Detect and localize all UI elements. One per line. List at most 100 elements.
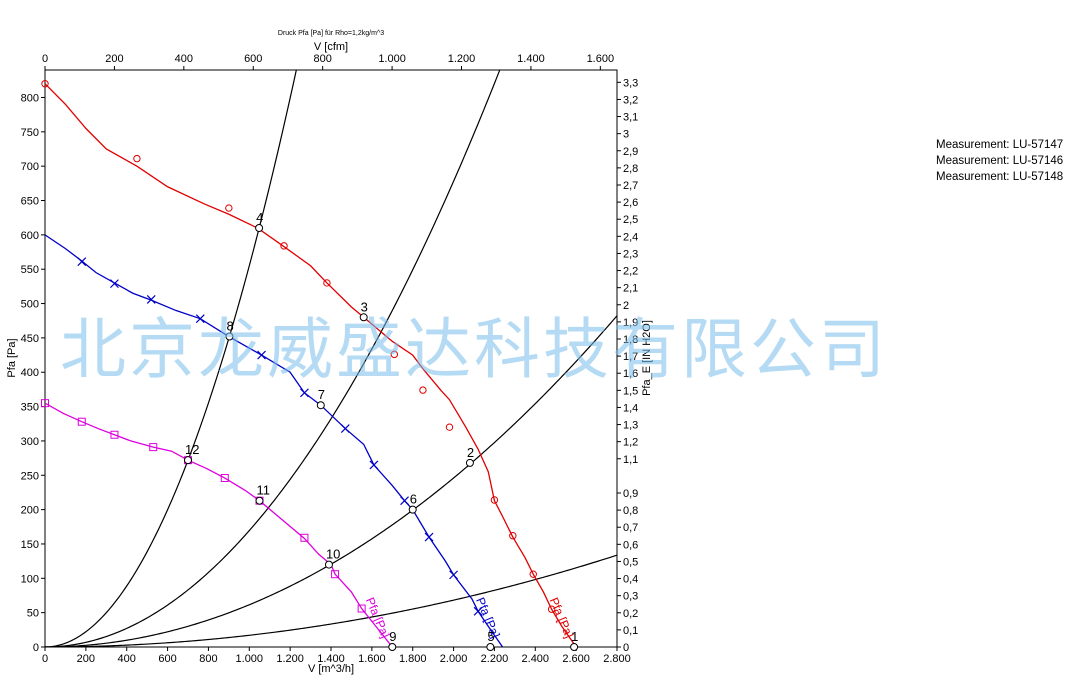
y2-tick-label: 2,7 <box>623 180 638 192</box>
y-tick-label: 700 <box>21 161 39 173</box>
y2-tick-label: 2,5 <box>623 214 638 226</box>
operating-point <box>408 505 417 514</box>
data-point <box>225 204 233 212</box>
y2-tick-label: 3,1 <box>623 112 638 124</box>
data-point <box>110 279 119 289</box>
data-point <box>445 423 454 431</box>
operating-point <box>486 643 495 651</box>
series-line <box>45 234 504 647</box>
y2-axis-label: Pfa_E [IN H2O] <box>641 320 653 396</box>
x2-tick-label: 0 <box>42 53 48 65</box>
y2-tick-label: 1,1 <box>623 454 638 466</box>
data-point <box>547 605 556 613</box>
y2-tick-label: 2 <box>623 300 629 312</box>
operating-point-label: 12 <box>185 442 199 457</box>
chart-title: Druck Pfa [Pa] für Rho=1,2kg/m^3 <box>278 30 384 37</box>
x-tick-label: 0 <box>42 653 48 665</box>
y-tick-label: 250 <box>21 470 39 482</box>
data-point <box>300 388 309 398</box>
operating-point <box>316 401 325 410</box>
y2-tick-label: 3 <box>623 129 629 141</box>
operating-point-label: 11 <box>257 483 271 498</box>
x-tick-label: 1.000 <box>236 653 264 665</box>
data-point <box>220 474 229 483</box>
y2-tick-label: 2,2 <box>623 266 638 278</box>
y2-tick-label: 0,2 <box>623 608 638 620</box>
y-tick-label: 400 <box>21 367 39 379</box>
x-tick-label: 1.200 <box>276 653 304 665</box>
data-point <box>323 279 331 287</box>
y2-tick-label: 2,3 <box>623 248 638 260</box>
data-point <box>369 460 379 470</box>
data-point <box>146 295 156 304</box>
operating-point-label: 1 <box>571 629 578 644</box>
y2-tick-label: 1,6 <box>623 368 638 380</box>
x2-tick-label: 1.400 <box>517 53 545 65</box>
y-tick-label: 150 <box>21 539 39 551</box>
data-point <box>490 496 499 504</box>
y-tick-label: 0 <box>33 642 39 654</box>
x-tick-label: 2.600 <box>562 653 590 665</box>
x-tick-label: 600 <box>158 653 176 665</box>
operating-point-label: 10 <box>326 547 340 562</box>
y-tick-label: 600 <box>21 230 39 242</box>
x-tick-label: 200 <box>77 653 95 665</box>
x-tick-label: 1.600 <box>358 653 386 665</box>
data-point <box>400 496 409 506</box>
operating-point <box>359 313 368 322</box>
operating-point <box>184 456 192 465</box>
y-tick-label: 500 <box>21 299 39 311</box>
data-point <box>357 604 366 613</box>
data-point <box>149 443 158 452</box>
operating-point-label: 5 <box>487 629 494 644</box>
data-point <box>77 257 87 267</box>
x2-tick-label: 400 <box>175 53 193 65</box>
data-point <box>449 570 458 580</box>
x2-tick-label: 800 <box>313 53 331 65</box>
y-tick-label: 50 <box>27 608 39 620</box>
x-tick-label: 2.200 <box>481 653 509 665</box>
x2-tick-label: 200 <box>105 53 123 65</box>
y2-tick-label: 0,4 <box>623 574 638 586</box>
data-point <box>257 350 266 360</box>
y-tick-label: 650 <box>21 196 39 208</box>
y2-tick-label: 1,4 <box>623 402 638 414</box>
series-line <box>45 83 577 647</box>
data-point <box>331 570 340 579</box>
data-point <box>41 399 49 408</box>
y2-tick-label: 0,6 <box>623 539 638 551</box>
y2-tick-label: 1,8 <box>623 334 638 346</box>
y2-tick-label: 0,3 <box>623 591 638 603</box>
data-point <box>41 80 49 88</box>
operating-point-label: 3 <box>361 299 368 314</box>
operating-point <box>225 332 234 341</box>
y2-tick-label: 2,8 <box>623 163 638 175</box>
operating-point <box>255 223 264 232</box>
y-axis-label: Pfa [Pa] <box>6 338 18 377</box>
y2-tick-label: 2,6 <box>623 197 638 209</box>
legend-entry: Measurement: LU-57148 <box>936 171 1064 183</box>
y2-tick-label: 1,5 <box>623 385 638 397</box>
data-point <box>133 154 141 163</box>
y2-tick-label: 0,9 <box>623 488 638 500</box>
y-tick-label: 300 <box>21 436 39 448</box>
operating-point <box>255 496 264 505</box>
operating-point-label: 2 <box>467 445 474 460</box>
y2-tick-label: 1,9 <box>623 317 638 329</box>
x2-tick-label: 1.600 <box>587 53 615 65</box>
y2-tick-label: 1,3 <box>623 420 638 432</box>
x-tick-label: 2.000 <box>440 653 468 665</box>
y2-tick-label: 3,2 <box>623 94 638 106</box>
legend: Measurement: LU-57147 Measurement: LU-57… <box>936 137 1063 185</box>
y-tick-label: 450 <box>21 333 39 345</box>
y2-tick-label: 0 <box>623 642 629 654</box>
operating-point <box>324 560 333 569</box>
y2-tick-label: 2,1 <box>623 283 638 295</box>
system-curve <box>45 554 617 647</box>
operating-point-label: 8 <box>226 319 233 334</box>
data-point <box>77 417 86 426</box>
x-tick-label: 2.400 <box>522 653 550 665</box>
x2-tick-label: 1.200 <box>448 53 476 65</box>
operating-point <box>388 643 397 651</box>
